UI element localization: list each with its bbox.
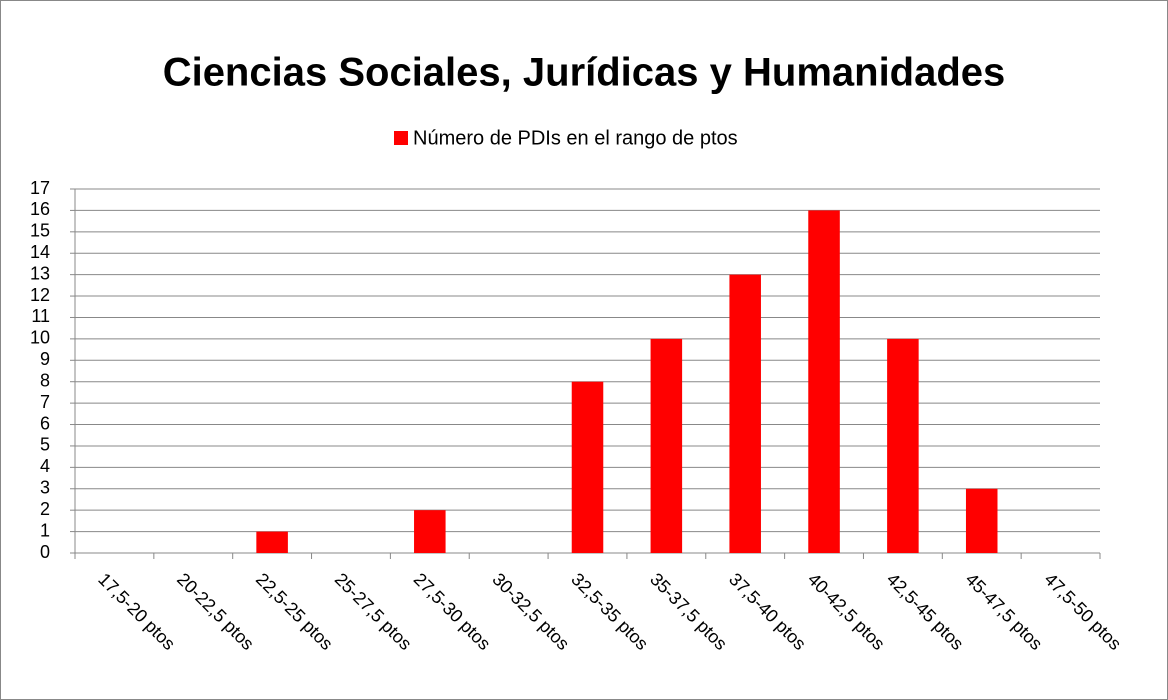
y-tick-label: 6 — [40, 413, 50, 433]
bar — [256, 531, 288, 553]
y-tick-label: 16 — [30, 199, 50, 219]
y-tick-label: 17 — [30, 178, 50, 198]
bar — [887, 338, 919, 553]
bar — [965, 488, 998, 553]
y-tick-label: 7 — [40, 392, 50, 412]
y-tick-label: 2 — [40, 499, 50, 519]
bar — [650, 338, 683, 553]
bar — [729, 274, 761, 553]
legend-label: Número de PDIs en el rango de ptos — [413, 127, 738, 149]
y-tick-label: 4 — [40, 456, 50, 476]
bar — [571, 381, 604, 553]
legend-swatch — [394, 131, 408, 145]
y-tick-label: 8 — [40, 370, 50, 390]
y-tick-label: 13 — [30, 263, 50, 283]
y-tick-label: 10 — [30, 328, 50, 348]
y-tick-label: 3 — [40, 478, 50, 498]
y-tick-label: 15 — [30, 221, 50, 241]
y-tick-label: 11 — [31, 306, 50, 326]
y-tick-label: 1 — [40, 520, 50, 540]
y-tick-label: 9 — [40, 349, 50, 369]
y-tick-label: 14 — [30, 242, 50, 262]
bar — [808, 210, 840, 554]
y-tick-label: 0 — [40, 542, 50, 562]
chart-title: Ciencias Sociales, Jurídicas y Humanidad… — [163, 51, 1006, 95]
y-tick-label: 12 — [30, 285, 50, 305]
bar — [414, 510, 446, 553]
y-tick-label: 5 — [40, 435, 50, 455]
